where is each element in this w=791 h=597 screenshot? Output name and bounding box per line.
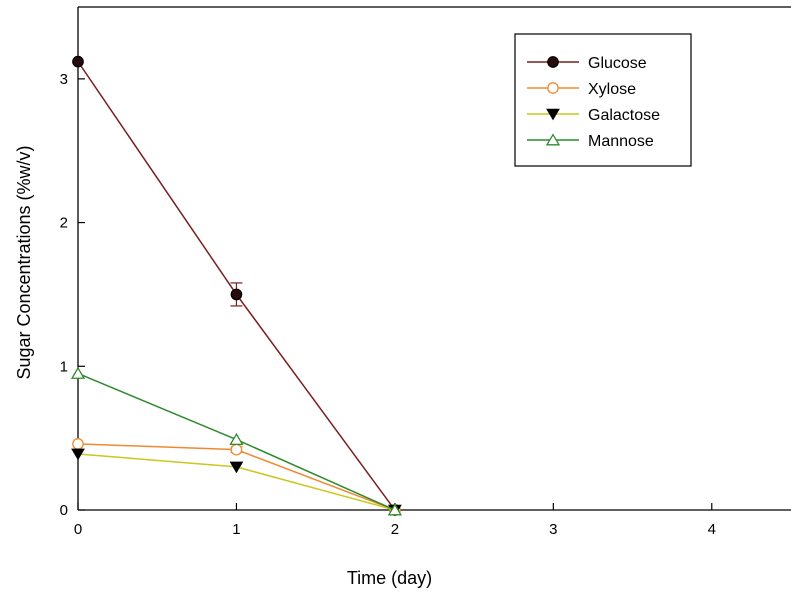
- x-tick-label: 0: [74, 521, 82, 538]
- legend: Glucose Xylose Galactose Mannose: [514, 33, 692, 167]
- x-tick-label: 2: [391, 521, 399, 538]
- point-xylose: [72, 438, 84, 450]
- point-mannose: [229, 432, 244, 446]
- point-mannose: [387, 503, 403, 516]
- point-xylose: [230, 443, 243, 456]
- legend-box: [514, 33, 692, 167]
- y-tick-label: 3: [60, 71, 68, 88]
- legend-item-mannose: Mannose: [527, 133, 654, 150]
- plot-frame: [77, 6, 791, 511]
- legend-marker-xylose: [547, 82, 559, 94]
- series-layer: [70, 55, 403, 517]
- legend-label-xylose: Xylose: [588, 81, 636, 98]
- point-galactose: [229, 461, 244, 474]
- legend-label-glucose: Glucose: [588, 55, 647, 72]
- x-tick-label: 4: [708, 521, 716, 538]
- series-mannose: [70, 366, 403, 516]
- point-glucose: [72, 55, 84, 68]
- series-galactose: [71, 448, 402, 517]
- x-tick-label: 1: [232, 521, 240, 538]
- point-mannose: [70, 366, 86, 379]
- axis-ticks: 0 1 2 3 4 0 1 2 3: [60, 71, 716, 538]
- y-axis-label: Sugar Concentrations (%w/v): [14, 145, 34, 379]
- y-tick-label: 2: [60, 215, 68, 232]
- x-axis-label: Time (day): [347, 568, 432, 588]
- legend-item-galactose: Galactose: [527, 107, 660, 124]
- x-tick-label: 3: [549, 521, 557, 538]
- legend-marker-glucose: [547, 56, 559, 68]
- legend-label-galactose: Galactose: [588, 107, 660, 124]
- legend-item-glucose: Glucose: [527, 55, 647, 72]
- point-glucose: [230, 288, 243, 301]
- legend-label-mannose: Mannose: [588, 133, 654, 150]
- y-tick-label: 0: [60, 502, 68, 519]
- legend-marker-mannose: [545, 133, 561, 146]
- legend-marker-galactose: [546, 108, 560, 121]
- y-tick-label: 1: [60, 358, 68, 375]
- legend-item-xylose: Xylose: [527, 81, 636, 98]
- point-galactose: [71, 448, 85, 461]
